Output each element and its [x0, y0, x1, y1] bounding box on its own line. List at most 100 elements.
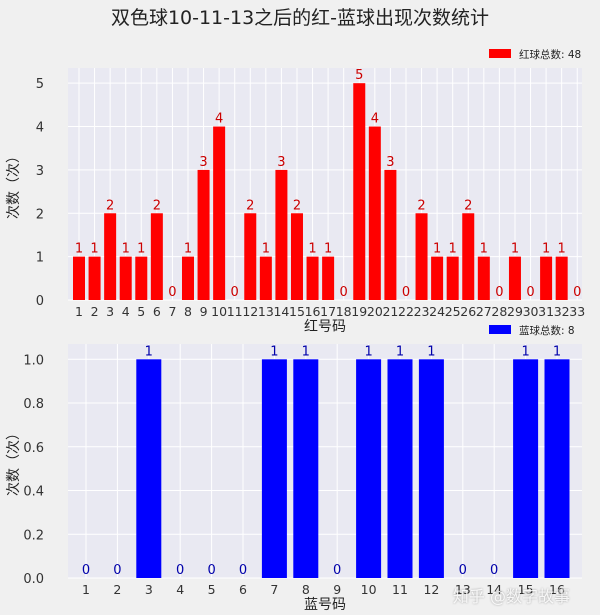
red-bar — [181, 256, 194, 300]
red-bar — [384, 169, 397, 300]
blue-y-tick-label: 0.0 — [23, 572, 44, 587]
red-bar — [104, 213, 117, 300]
red-x-tick-label: 22 — [398, 304, 414, 319]
red-bar — [446, 256, 459, 300]
red-x-tick-label: 25 — [445, 304, 461, 319]
red-bar — [73, 256, 85, 300]
blue-bar — [293, 359, 319, 578]
red-legend-label: 红球总数: 48 — [519, 48, 581, 61]
blue-x-tick-label: 16 — [549, 582, 565, 597]
chart-title: 双色球10-11-13之后的红-蓝球出现次数统计 — [111, 7, 489, 29]
red-value-label: 2 — [153, 198, 161, 213]
red-value-label: 1 — [511, 242, 519, 257]
blue-value-label: 0 — [239, 563, 247, 578]
red-bar — [150, 213, 163, 300]
red-bar — [213, 126, 226, 300]
blue-bar — [136, 359, 162, 578]
red-x-tick-label: 4 — [122, 304, 130, 319]
red-bar — [353, 83, 366, 300]
blue-x-tick-label: 4 — [176, 582, 184, 597]
blue-bar — [544, 359, 570, 578]
blue-value-label: 0 — [333, 563, 341, 578]
red-x-tick-label: 2 — [91, 304, 99, 319]
red-value-label: 0 — [168, 285, 176, 300]
blue-value-label: 1 — [396, 344, 404, 359]
red-bar — [259, 256, 272, 300]
blue-x-axis-label: 蓝号码 — [304, 597, 346, 613]
blue-bar — [261, 359, 287, 578]
red-value-label: 4 — [371, 112, 379, 127]
red-bar — [322, 256, 335, 300]
red-value-label: 0 — [495, 285, 503, 300]
red-bar — [431, 256, 444, 300]
blue-value-label: 1 — [270, 344, 278, 359]
red-y-tick-label: 4 — [36, 121, 44, 136]
red-x-tick-label: 24 — [429, 304, 445, 319]
red-bar — [555, 256, 568, 300]
red-x-tick-label: 18 — [336, 304, 352, 319]
blue-x-tick-label: 7 — [270, 582, 278, 597]
red-value-label: 0 — [526, 285, 534, 300]
red-value-label: 3 — [277, 155, 285, 170]
watermark: 知乎 @数字故事 — [452, 587, 570, 606]
red-legend-swatch — [489, 49, 511, 58]
red-value-label: 1 — [122, 242, 130, 257]
red-x-tick-label: 14 — [273, 304, 289, 319]
red-x-tick-label: 11 — [227, 304, 243, 319]
red-x-tick-label: 28 — [491, 304, 507, 319]
red-x-tick-label: 12 — [242, 304, 258, 319]
blue-x-tick-label: 1 — [82, 582, 90, 597]
red-bar — [462, 213, 475, 300]
blue-x-tick-label: 10 — [361, 582, 377, 597]
red-bar — [290, 213, 303, 300]
blue-legend-label: 蓝球总数: 8 — [519, 324, 575, 337]
blue-value-label: 0 — [176, 563, 184, 578]
red-bar — [415, 213, 428, 300]
red-x-tick-label: 7 — [168, 304, 176, 319]
red-x-tick-label: 23 — [414, 304, 430, 319]
red-value-label: 0 — [573, 285, 581, 300]
blue-x-tick-label: 5 — [208, 582, 216, 597]
red-bar — [306, 256, 319, 300]
red-value-label: 1 — [542, 242, 550, 257]
blue-x-tick-label: 15 — [518, 582, 534, 597]
red-value-label: 2 — [246, 198, 254, 213]
red-value-label: 2 — [293, 198, 301, 213]
red-value-label: 0 — [231, 285, 239, 300]
red-y-tick-label: 1 — [36, 251, 44, 266]
red-x-axis-label: 红号码 — [304, 319, 346, 335]
red-y-tick-label: 2 — [36, 207, 44, 222]
red-bar — [275, 169, 288, 300]
blue-x-tick-label: 8 — [302, 582, 310, 597]
blue-x-tick-label: 12 — [423, 582, 439, 597]
blue-value-label: 1 — [427, 344, 435, 359]
red-value-label: 1 — [449, 242, 457, 257]
red-x-tick-label: 20 — [367, 304, 383, 319]
blue-y-axis-label: 次数（次） — [6, 426, 22, 496]
blue-y-tick-label: 0.2 — [23, 528, 44, 543]
blue-y-tick-label: 0.8 — [23, 397, 44, 412]
red-x-tick-label: 3 — [106, 304, 114, 319]
red-x-tick-label: 19 — [351, 304, 367, 319]
red-value-label: 5 — [355, 68, 363, 83]
red-value-label: 1 — [558, 242, 566, 257]
red-value-label: 2 — [464, 198, 472, 213]
red-bar — [197, 169, 210, 300]
red-bar — [477, 256, 490, 300]
blue-bar — [356, 359, 382, 578]
red-value-label: 0 — [340, 285, 348, 300]
blue-y-tick-label: 0.4 — [23, 485, 44, 500]
red-bar — [244, 213, 257, 300]
red-value-label: 1 — [184, 242, 192, 257]
red-x-tick-label: 16 — [305, 304, 321, 319]
red-value-label: 3 — [199, 155, 207, 170]
blue-value-label: 0 — [459, 563, 467, 578]
red-bar — [508, 256, 521, 300]
red-value-label: 1 — [308, 242, 316, 257]
red-x-tick-label: 8 — [184, 304, 192, 319]
red-bar — [540, 256, 553, 300]
red-value-label: 0 — [402, 285, 410, 300]
red-value-label: 1 — [480, 242, 488, 257]
red-value-label: 3 — [386, 155, 394, 170]
